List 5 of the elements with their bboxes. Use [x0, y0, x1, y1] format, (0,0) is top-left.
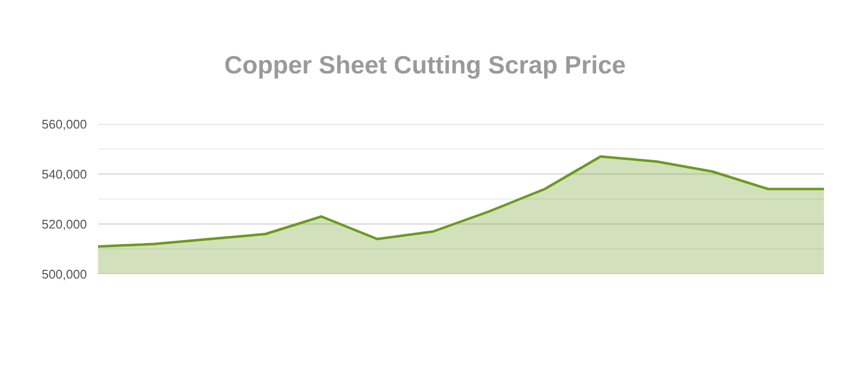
y-tick-label: 500,000 [42, 270, 86, 280]
chart-title: Copper Sheet Cutting Scrap Price [225, 55, 625, 79]
y-tick-label: 520,000 [42, 220, 86, 230]
y-tick-label: 540,000 [42, 170, 86, 180]
y-tick-label: 560,000 [42, 120, 86, 130]
